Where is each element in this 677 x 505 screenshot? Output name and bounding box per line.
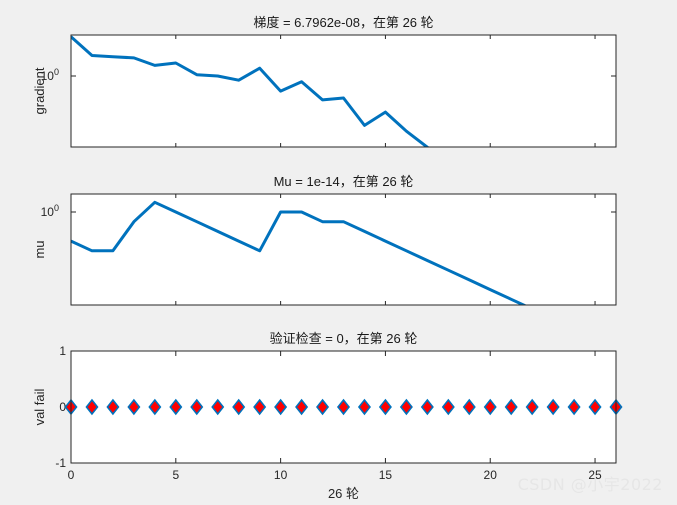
x-tick-label: 10 — [274, 468, 288, 482]
plot-area — [71, 35, 616, 147]
data-point — [399, 398, 413, 416]
y-axis-label: val fail — [32, 388, 47, 425]
plot-area — [71, 194, 616, 305]
x-tick-label: 15 — [379, 468, 393, 482]
data-point — [295, 398, 309, 416]
chart-title: 验证检查 = 0，在第 26 轮 — [270, 331, 418, 346]
axes-frame — [70, 34, 617, 148]
data-point — [546, 398, 560, 416]
data-point — [85, 398, 99, 416]
y-tick-label: 100 — [41, 203, 59, 219]
x-tick-label: 20 — [484, 468, 498, 482]
chart-title: 梯度 = 6.7962e-08，在第 26 轮 — [253, 15, 433, 30]
data-point — [378, 398, 392, 416]
data-point — [336, 398, 351, 416]
axes-frame — [70, 350, 617, 464]
x-tick-label: 0 — [68, 468, 75, 482]
data-point — [357, 398, 371, 416]
series-line — [71, 200, 528, 305]
x-axis-label: 26 轮 — [328, 486, 359, 501]
data-point — [483, 398, 497, 416]
data-point — [525, 398, 539, 416]
y-tick-label: 1 — [59, 344, 66, 358]
data-point — [274, 398, 288, 416]
data-point — [253, 398, 267, 416]
data-point — [316, 398, 330, 416]
series-line — [71, 35, 430, 147]
data-point — [420, 398, 434, 416]
data-point — [127, 398, 141, 416]
data-point — [441, 398, 455, 416]
axes-frame — [70, 193, 617, 306]
chart-title: Mu = 1e-14，在第 26 轮 — [274, 174, 414, 189]
y-tick-label: 100 — [41, 67, 59, 83]
data-point — [190, 398, 204, 416]
data-point — [211, 398, 225, 416]
watermark: CSDN @小宇2022 — [517, 475, 663, 494]
chart-panel-2: Mu = 1e-14，在第 26 轮 mu 100 — [32, 174, 617, 306]
y-axis-label: gradient — [32, 67, 47, 114]
y-axis-label: mu — [32, 240, 47, 258]
y-tick-label: -1 — [55, 456, 66, 470]
data-point — [169, 398, 183, 416]
data-point — [106, 398, 120, 416]
data-point — [462, 398, 476, 416]
x-tick-label: 25 — [588, 468, 602, 482]
data-point — [148, 398, 162, 416]
data-point — [588, 398, 602, 416]
x-tick-label: 5 — [172, 468, 179, 482]
y-tick-label: 0 — [59, 400, 66, 414]
data-point — [567, 398, 581, 416]
data-point — [504, 398, 518, 416]
data-point — [232, 398, 246, 416]
